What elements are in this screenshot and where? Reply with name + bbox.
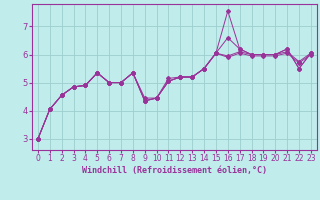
X-axis label: Windchill (Refroidissement éolien,°C): Windchill (Refroidissement éolien,°C) (82, 166, 267, 175)
